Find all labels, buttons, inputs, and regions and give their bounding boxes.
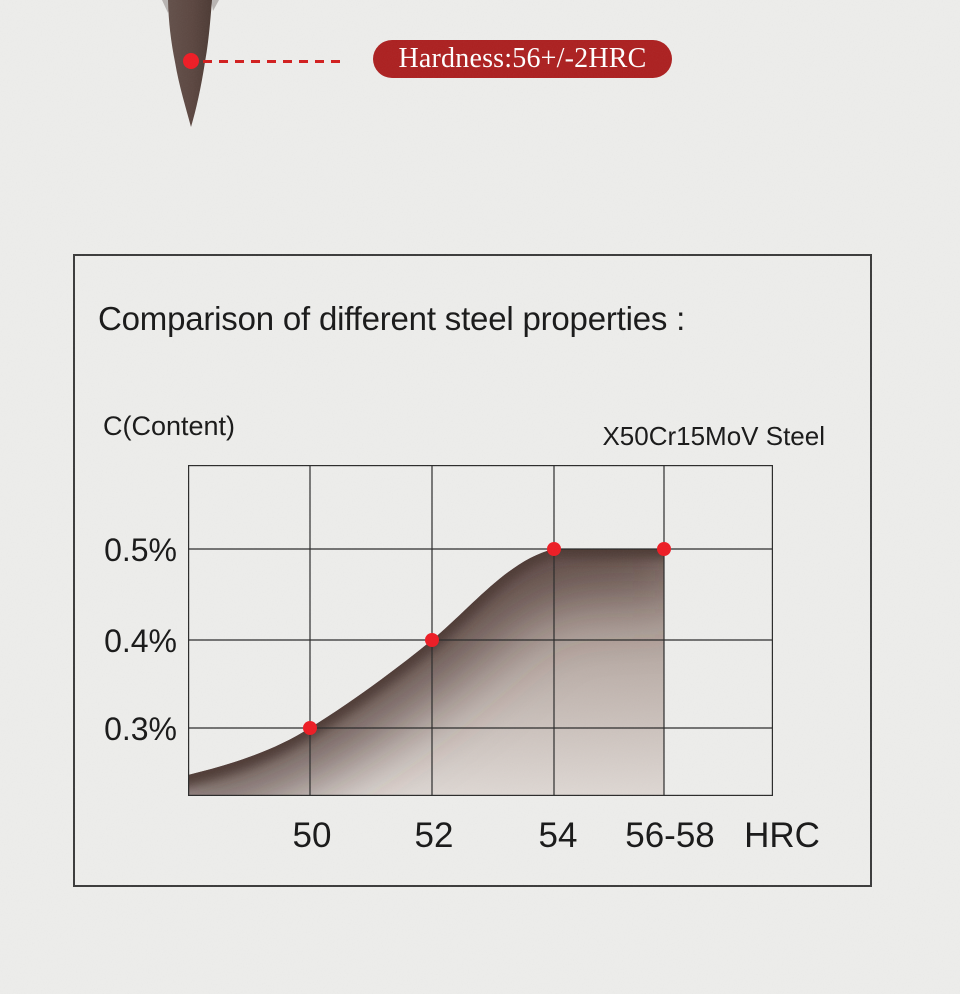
hardness-badge: Hardness:56+/-2HRC [373, 40, 672, 78]
area-fill [188, 549, 664, 796]
x-tick-label: 50 [292, 816, 332, 855]
steel-comparison-panel: Comparison of different steel properties… [73, 254, 872, 887]
hardness-leader-dashed-line [203, 60, 343, 63]
data-point-52 [425, 633, 439, 647]
y-tick-label: 0.3% [104, 711, 177, 747]
x-axis-unit-label: HRC [744, 816, 820, 855]
blade-edge-highlight-right [211, 0, 219, 11]
x-tick-label: 56-58 [625, 816, 715, 855]
chart-title: Comparison of different steel properties… [98, 300, 686, 337]
x-tick-label: 54 [538, 816, 578, 855]
data-point-50 [303, 721, 317, 735]
x-tick-label: 52 [414, 816, 454, 855]
hardness-marker-dot [183, 53, 199, 69]
y-tick-label: 0.5% [104, 532, 177, 568]
y-axis-title: C(Content) [103, 411, 236, 441]
data-point-56-58 [657, 542, 671, 556]
y-tick-label: 0.4% [104, 623, 177, 659]
data-point-54 [547, 542, 561, 556]
series-label: X50Cr15MoV Steel [602, 421, 825, 451]
carbon-content-area-chart [188, 465, 773, 796]
